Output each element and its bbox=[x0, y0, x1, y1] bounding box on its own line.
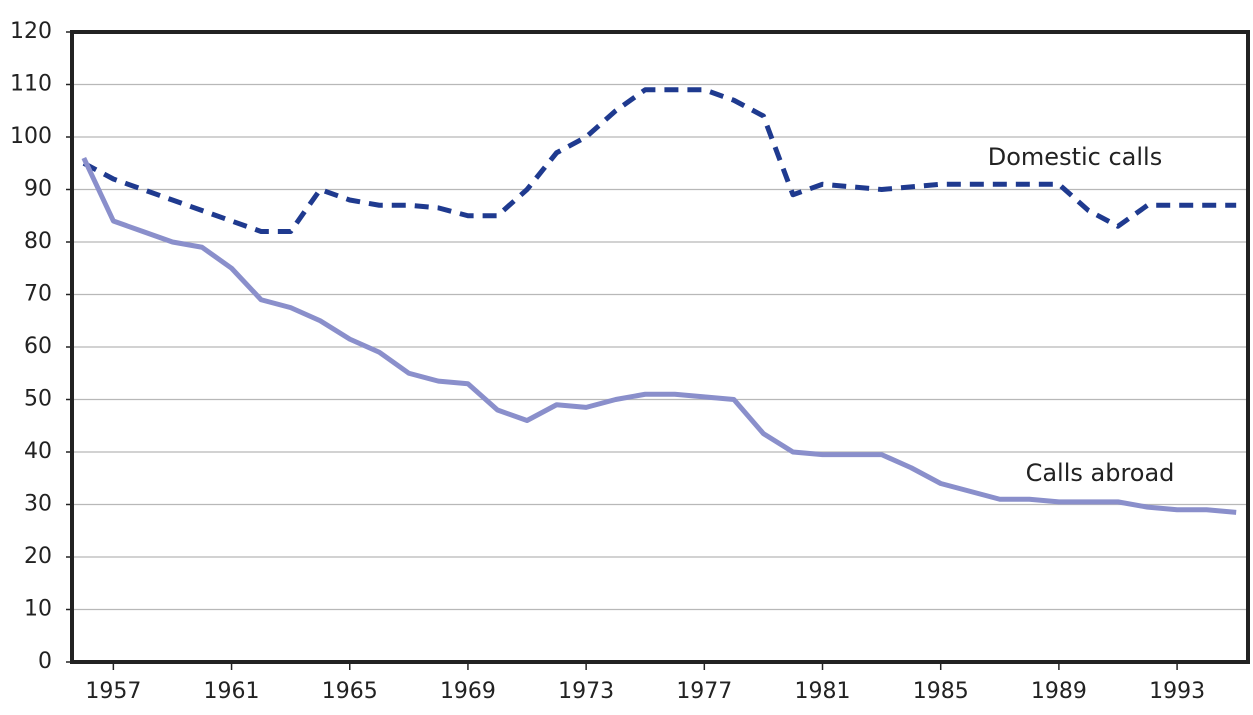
y-tick-label: 120 bbox=[10, 19, 52, 44]
series-label: Calls abroad bbox=[1026, 459, 1175, 487]
y-tick-label: 0 bbox=[38, 649, 52, 674]
x-tick-label: 1985 bbox=[913, 679, 969, 704]
plot-frame bbox=[70, 30, 1250, 664]
x-tick-label: 1965 bbox=[322, 679, 378, 704]
y-tick-label: 20 bbox=[24, 544, 52, 569]
y-tick-label: 90 bbox=[24, 177, 52, 202]
y-tick-label: 100 bbox=[10, 124, 52, 149]
x-tick-label: 1981 bbox=[795, 679, 851, 704]
y-tick-label: 70 bbox=[24, 282, 52, 307]
x-tick-label: 1989 bbox=[1031, 679, 1087, 704]
y-tick-label: 50 bbox=[24, 387, 52, 412]
y-tick-label: 110 bbox=[10, 72, 52, 97]
y-tick-label: 40 bbox=[24, 439, 52, 464]
y-tick-label: 60 bbox=[24, 334, 52, 359]
x-tick-label: 1993 bbox=[1149, 679, 1205, 704]
x-tick-label: 1961 bbox=[204, 679, 260, 704]
x-tick-label: 1977 bbox=[676, 679, 732, 704]
series-label: Domestic calls bbox=[988, 143, 1162, 171]
y-tick-label: 80 bbox=[24, 229, 52, 254]
series-line bbox=[82, 87, 1237, 234]
x-tick-label: 1973 bbox=[558, 679, 614, 704]
y-tick-label: 10 bbox=[24, 597, 52, 622]
x-tick-label: 1969 bbox=[440, 679, 496, 704]
y-tick-label: 30 bbox=[24, 492, 52, 517]
series-line bbox=[81, 156, 1237, 515]
x-tick-label: 1957 bbox=[85, 679, 141, 704]
